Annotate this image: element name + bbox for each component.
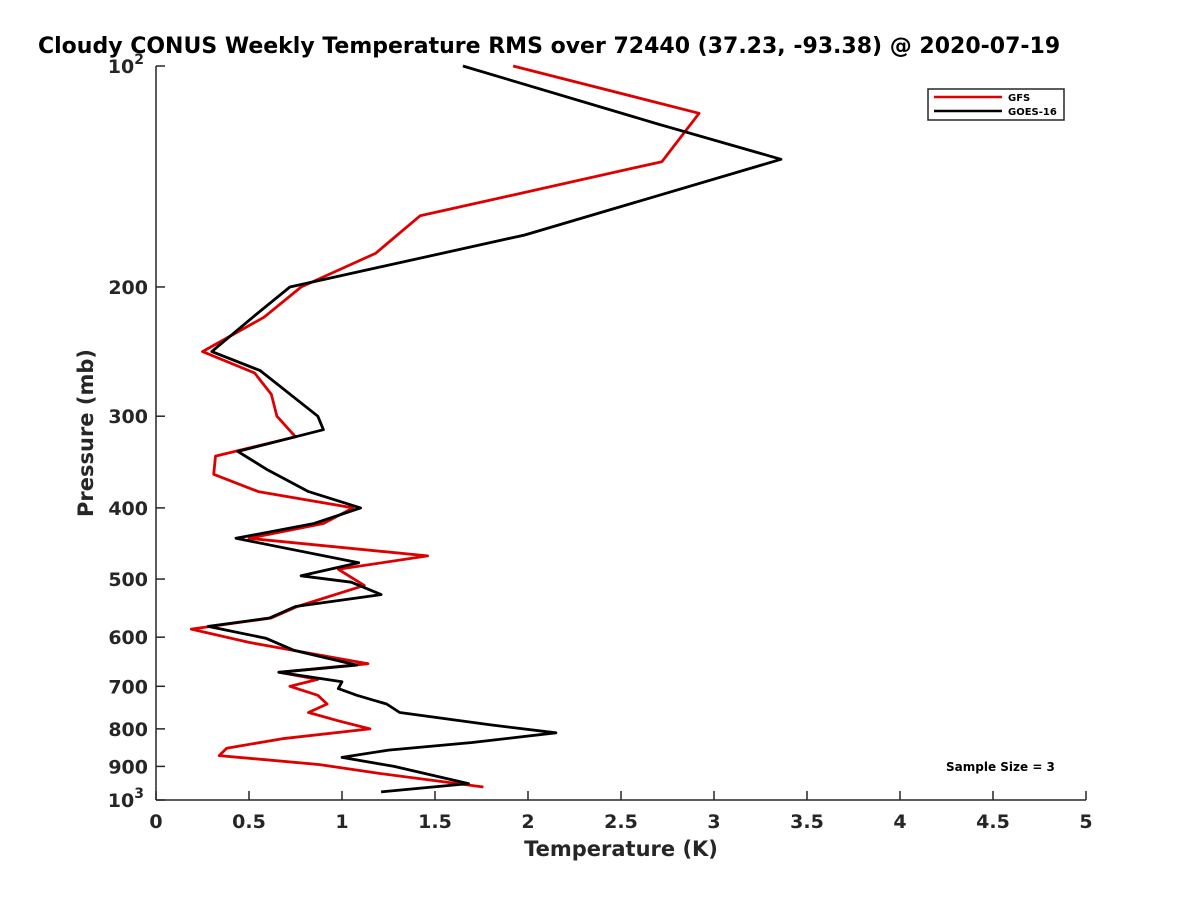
y-ticks: 102 200 300 400 500 600 700 800 900 103 xyxy=(108,52,165,812)
y-tick-label: 300 xyxy=(108,406,148,428)
x-tick-label: 0.5 xyxy=(232,811,266,833)
legend-box xyxy=(927,88,1065,121)
legend: GFS GOES-16 xyxy=(927,88,1065,121)
y-tick-label: 102 xyxy=(108,52,144,78)
series-line-goes-16 xyxy=(206,64,783,794)
x-tick-label: 2 xyxy=(521,811,534,833)
y-tick-label: 600 xyxy=(108,627,148,649)
y-tick-label: 500 xyxy=(108,569,148,591)
x-tick-label: 2.5 xyxy=(604,811,638,833)
x-tick-label: 1 xyxy=(335,811,348,833)
x-tick-label: 3 xyxy=(707,811,720,833)
chart-title: Cloudy CONUS Weekly Temperature RMS over… xyxy=(38,34,1060,59)
sample-size-annotation: Sample Size = 3 xyxy=(946,760,1055,774)
legend-label-gfs: GFS xyxy=(1008,93,1030,104)
x-ticks: 0 0.5 1 1.5 2 2.5 3 3.5 4 4.5 5 xyxy=(149,791,1093,833)
x-tick-label: 4.5 xyxy=(976,811,1010,833)
series-line-gfs xyxy=(189,64,701,789)
y-tick-label: 200 xyxy=(108,277,148,299)
x-tick-label: 0 xyxy=(149,811,162,833)
series-lines xyxy=(189,64,783,794)
y-tick-label: 700 xyxy=(108,676,148,698)
y-tick-label: 103 xyxy=(108,786,144,812)
x-tick-label: 1.5 xyxy=(418,811,452,833)
x-tick-label: 3.5 xyxy=(790,811,824,833)
legend-label-goes-16: GOES-16 xyxy=(1008,107,1057,118)
y-tick-label: 800 xyxy=(108,719,148,741)
x-tick-label: 5 xyxy=(1079,811,1092,833)
y-tick-label: 900 xyxy=(108,756,148,778)
y-tick-label: 400 xyxy=(108,498,148,520)
y-axis-label: Pressure (mb) xyxy=(74,349,98,517)
x-axis-label: Temperature (K) xyxy=(524,837,718,861)
x-tick-label: 4 xyxy=(893,811,906,833)
